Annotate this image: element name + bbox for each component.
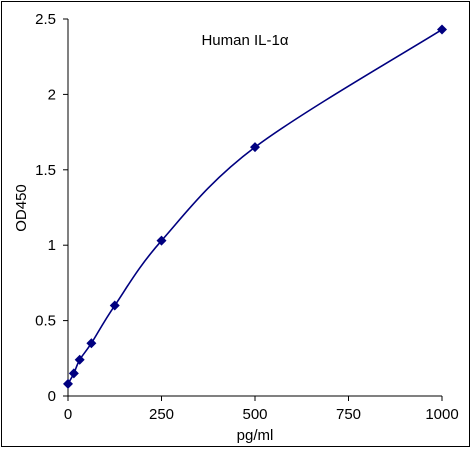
data-point	[86, 338, 97, 349]
data-point	[109, 300, 120, 311]
data-point	[74, 354, 85, 365]
data-point	[68, 368, 79, 379]
x-tick-label: 0	[64, 406, 72, 423]
x-axis-label: pg/ml	[237, 427, 274, 444]
chart-title: Human IL-1α	[201, 32, 288, 49]
data-point	[156, 235, 167, 246]
y-tick-label: 0.5	[35, 313, 56, 330]
tick-marks	[63, 18, 443, 401]
series-group	[63, 24, 447, 389]
x-tick-label: 750	[336, 406, 361, 423]
data-point	[437, 24, 447, 35]
tick-labels: 0 0.5 1 1.5 2 2.5 0 250 500 750 1000	[35, 11, 459, 423]
y-tick-label: 0	[48, 388, 56, 405]
y-tick-label: 1.5	[35, 162, 56, 179]
y-tick-label: 1	[48, 237, 56, 254]
x-tick-label: 1000	[425, 406, 458, 423]
data-point	[63, 378, 73, 389]
axes	[67, 19, 442, 397]
y-tick-label: 2.5	[35, 11, 56, 28]
data-point	[250, 142, 260, 153]
y-tick-label: 2	[48, 86, 56, 103]
x-tick-label: 250	[149, 406, 174, 423]
y-axis-label: OD450	[13, 184, 30, 232]
series-line	[67, 28, 443, 385]
x-tick-label: 500	[242, 406, 267, 423]
